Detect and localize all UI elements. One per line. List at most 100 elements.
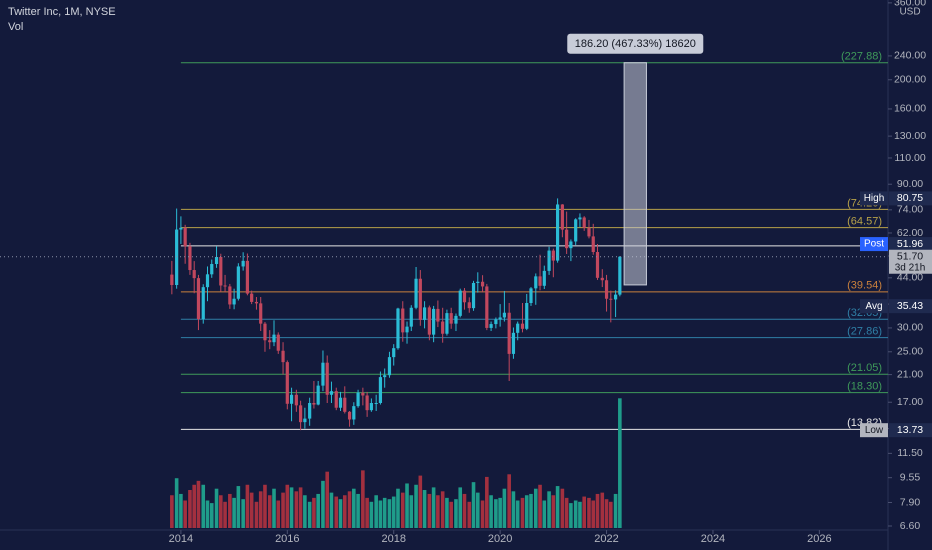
volume-bar bbox=[458, 487, 463, 528]
candle-body bbox=[498, 317, 502, 320]
candle-body bbox=[276, 334, 280, 351]
volume-bar bbox=[475, 492, 480, 528]
volume-bar bbox=[214, 488, 219, 528]
candle-body bbox=[427, 307, 431, 335]
candle-body bbox=[383, 375, 387, 378]
candle-body bbox=[578, 217, 582, 220]
candle-body bbox=[520, 323, 525, 329]
candle-body bbox=[485, 286, 489, 328]
candle-body bbox=[232, 298, 236, 305]
volume-bar bbox=[529, 493, 533, 528]
volume-bar bbox=[555, 486, 560, 528]
volume-label: Vol bbox=[8, 21, 23, 33]
badge-name-bg bbox=[860, 423, 888, 438]
volume-bar bbox=[396, 488, 400, 528]
candle-body bbox=[414, 278, 418, 308]
candle-body bbox=[214, 256, 219, 265]
candle-body bbox=[210, 264, 214, 275]
candle-body bbox=[352, 406, 356, 420]
candle-body bbox=[467, 302, 471, 309]
candle-body bbox=[250, 293, 254, 302]
y-tick-label: 30.00 bbox=[897, 322, 923, 334]
volume-bar bbox=[511, 491, 516, 528]
volume-bar bbox=[352, 488, 356, 528]
volume-bar bbox=[462, 493, 467, 528]
candle-body bbox=[476, 281, 480, 283]
candle-body bbox=[609, 298, 613, 300]
volume-bar bbox=[409, 495, 414, 528]
candle-body bbox=[312, 403, 316, 405]
candle-body bbox=[418, 278, 422, 320]
volume-bar bbox=[485, 476, 489, 528]
candle-body bbox=[595, 252, 600, 278]
y-tick-label: 110.00 bbox=[894, 152, 925, 164]
volume-bar bbox=[258, 491, 263, 528]
volume-bar bbox=[183, 500, 187, 528]
volume-bar bbox=[281, 492, 285, 528]
level-label: (21.05) bbox=[847, 362, 882, 374]
volume-bar bbox=[356, 493, 360, 528]
candle-body bbox=[259, 303, 263, 324]
y-tick-label: 17.00 bbox=[897, 396, 923, 408]
candle-body bbox=[170, 274, 174, 286]
volume-bar bbox=[440, 491, 445, 528]
candle-body bbox=[347, 411, 352, 420]
volume-bar bbox=[298, 487, 303, 528]
badge-value: 35.43 bbox=[897, 300, 923, 312]
volume-bar bbox=[263, 484, 267, 528]
y-tick-label: 74.00 bbox=[897, 204, 923, 216]
candle-body bbox=[560, 204, 564, 230]
candle-body bbox=[374, 403, 378, 405]
x-tick-label: 2018 bbox=[381, 533, 405, 545]
candle-body bbox=[507, 312, 511, 354]
volume-bar bbox=[219, 495, 223, 528]
volume-bar bbox=[285, 484, 290, 528]
volume-bar bbox=[361, 470, 365, 528]
volume-bar bbox=[551, 495, 556, 528]
volume-bar bbox=[374, 495, 378, 528]
candle-body bbox=[303, 418, 307, 423]
volume-bar bbox=[587, 497, 591, 528]
candle-body bbox=[494, 319, 498, 325]
candle-body bbox=[378, 377, 383, 404]
candle-body bbox=[289, 394, 294, 404]
badge-value: 80.75 bbox=[897, 192, 923, 204]
candle-body bbox=[565, 229, 569, 249]
y-tick-label: 11.50 bbox=[897, 447, 923, 459]
volume-bar bbox=[547, 491, 551, 528]
candle-body bbox=[441, 321, 445, 334]
volume-bar bbox=[316, 493, 320, 528]
volume-bar bbox=[414, 484, 418, 528]
y-tick-label: 44.00 bbox=[897, 272, 923, 284]
level-label: (39.54) bbox=[847, 280, 882, 292]
y-tick-label: 200.00 bbox=[894, 74, 926, 86]
volume-bar bbox=[471, 482, 476, 528]
candle-body bbox=[502, 312, 506, 318]
last-price: 51.70 bbox=[897, 251, 923, 263]
x-tick-label: 2016 bbox=[275, 533, 299, 545]
y-tick-label: 21.00 bbox=[897, 368, 923, 380]
volume-bar bbox=[223, 501, 227, 528]
candle-body bbox=[321, 362, 325, 386]
volume-bar bbox=[192, 484, 197, 528]
volume-bar bbox=[382, 497, 387, 528]
volume-bar bbox=[573, 500, 578, 528]
candle-body bbox=[449, 313, 453, 324]
volume-bar bbox=[241, 499, 245, 528]
x-tick-label: 2024 bbox=[701, 533, 725, 545]
candle-body bbox=[436, 308, 440, 322]
volume-bar bbox=[445, 497, 449, 528]
volume-bar bbox=[569, 503, 573, 528]
volume-bar bbox=[228, 493, 232, 528]
level-label: (18.30) bbox=[847, 381, 882, 393]
y-tick-label: 7.90 bbox=[900, 496, 921, 508]
volume-bar bbox=[387, 499, 392, 528]
candle-body bbox=[480, 281, 485, 287]
y-tick-label: 62.00 bbox=[897, 227, 923, 239]
y-tick-label: 25.00 bbox=[897, 346, 923, 358]
volume-bar bbox=[591, 500, 596, 528]
volume-bar bbox=[272, 488, 276, 528]
x-tick-label: 2020 bbox=[488, 533, 512, 545]
volume-bar bbox=[454, 499, 458, 528]
volume-bar bbox=[502, 488, 507, 528]
